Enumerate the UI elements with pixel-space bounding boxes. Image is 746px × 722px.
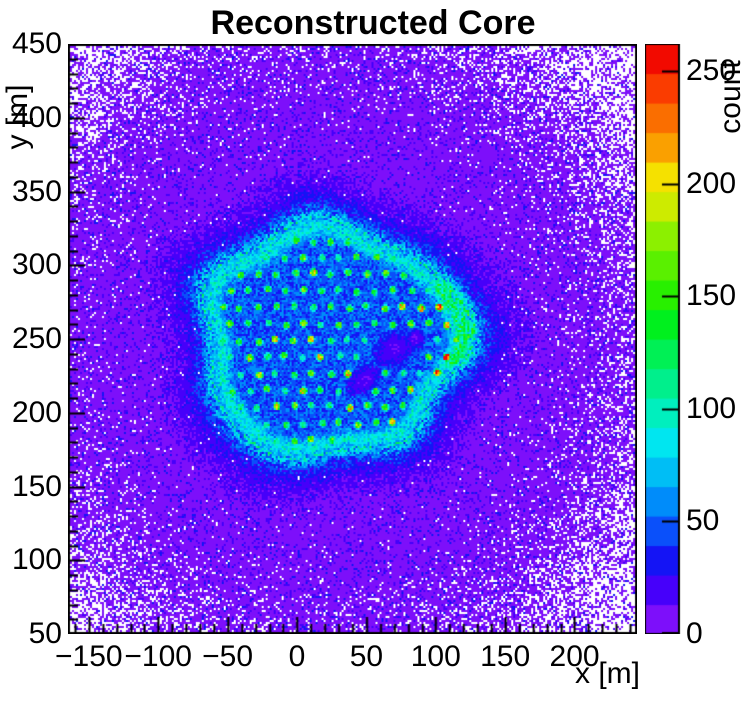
x-axis-title: x [m] bbox=[575, 657, 640, 690]
z-tick-label: 150 bbox=[686, 279, 737, 313]
y-tick-label: 450 bbox=[11, 27, 62, 60]
x-tick-label: −150 bbox=[55, 640, 123, 673]
y-tick-label: 350 bbox=[11, 174, 62, 208]
chart-title: Reconstructed Core bbox=[210, 4, 536, 42]
x-tick-label: 150 bbox=[480, 640, 531, 673]
x-tick-label: −50 bbox=[202, 640, 254, 673]
y-tick-label: 150 bbox=[11, 469, 62, 503]
y-tick-label: 50 bbox=[28, 617, 62, 650]
y-tick-label: 300 bbox=[11, 248, 62, 282]
y-tick-label: 200 bbox=[11, 395, 62, 429]
y-tick-label: 250 bbox=[11, 322, 62, 355]
z-axis-title: count bbox=[714, 60, 746, 134]
z-tick-label: 250 bbox=[686, 54, 737, 88]
colorbar-canvas bbox=[645, 44, 681, 634]
y-tick-label: 100 bbox=[11, 543, 62, 577]
heatmap-plot-canvas bbox=[68, 44, 637, 634]
z-tick-label: 200 bbox=[686, 166, 737, 200]
x-tick-label: 0 bbox=[288, 640, 306, 673]
y-tick-label: 400 bbox=[11, 100, 62, 134]
z-tick-label: 100 bbox=[686, 391, 737, 425]
x-tick-label: 100 bbox=[410, 640, 461, 673]
x-tick-label: −100 bbox=[124, 640, 192, 673]
z-tick-label: 50 bbox=[686, 504, 720, 538]
x-tick-label: 200 bbox=[549, 640, 600, 673]
x-tick-label: 50 bbox=[349, 640, 384, 673]
z-tick-label: 0 bbox=[686, 617, 703, 650]
